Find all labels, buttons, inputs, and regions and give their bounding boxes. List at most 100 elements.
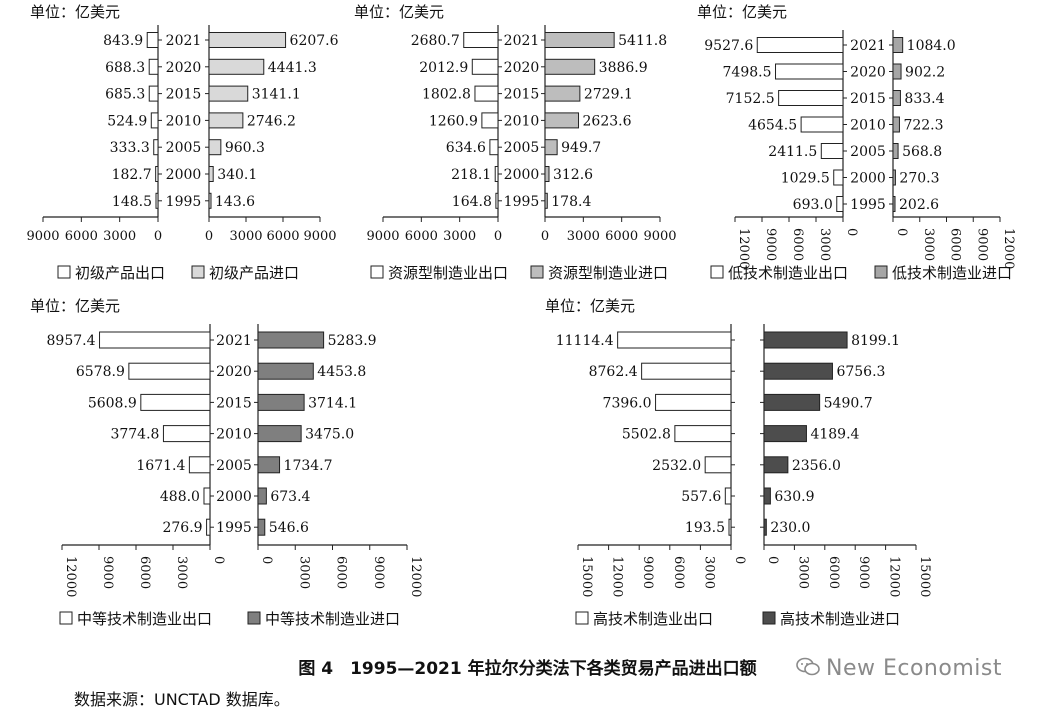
export-value-label: 5502.8 (622, 427, 671, 443)
export-value-label: 2532.0 (652, 458, 701, 474)
import-bar (544, 166, 550, 182)
export-value-label: 1802.8 (422, 87, 471, 103)
legend-label-import: 低技术制造业进口 (892, 264, 1012, 282)
legend-swatch-export (59, 611, 73, 625)
import-value-label: 673.4 (270, 489, 310, 505)
x-tick-label: 9000 (26, 229, 59, 244)
import-value-label: 4441.3 (268, 60, 317, 76)
category-label: 2015 (166, 87, 202, 103)
x-tick-label: 3000 (229, 229, 262, 244)
import-value-label: 6756.3 (836, 364, 885, 380)
legend-swatch-import (762, 611, 776, 625)
category-label: 2000 (850, 171, 886, 187)
export-bar (155, 192, 159, 209)
import-value-label: 3141.1 (252, 87, 301, 103)
export-bar (188, 456, 211, 474)
import-value-label: 2356.0 (792, 458, 841, 474)
category-label: 2005 (850, 144, 886, 160)
x-tick-label: 0 (732, 556, 747, 564)
export-value-label: 634.6 (446, 140, 486, 156)
import-value-label: 3714.1 (308, 395, 357, 411)
import-value-label: 1084.0 (907, 38, 956, 54)
export-value-label: 4654.5 (748, 118, 797, 134)
category-label: 2021 (166, 33, 202, 49)
figure-caption: 图 4 1995—2021 年拉尔分类法下各类贸易产品进出口额 (298, 659, 757, 679)
export-bar (463, 32, 499, 48)
x-tick-label: 6000 (405, 229, 438, 244)
import-bar (544, 139, 558, 156)
import-bar (208, 58, 265, 75)
x-tick-label: 6000 (790, 228, 805, 261)
x-tick-label: 9000 (640, 556, 655, 589)
export-value-label: 7498.5 (723, 65, 772, 81)
category-label: 2005 (504, 140, 540, 156)
x-tick-label: 6000 (65, 229, 98, 244)
legend-label-export: 初级产品出口 (75, 264, 165, 282)
export-bar (489, 139, 499, 156)
x-tick-label: 0 (894, 228, 909, 236)
import-bar (257, 518, 266, 536)
import-value-label: 2729.1 (584, 87, 633, 103)
legend-swatch-import (874, 265, 888, 279)
import-value-label: 5490.7 (824, 395, 873, 411)
category-label: 1995 (166, 194, 202, 210)
x-tick-label: 9000 (856, 556, 871, 589)
export-value-label: 2012.9 (419, 60, 468, 76)
unit-label: 单位：亿美元 (697, 3, 787, 21)
category-label: 2020 (504, 60, 540, 76)
unit-label: 单位：亿美元 (30, 297, 120, 315)
import-value-label: 312.6 (553, 167, 593, 183)
export-value-label: 276.9 (162, 520, 202, 536)
category-label: 2005 (166, 140, 202, 156)
import-value-label: 833.4 (904, 91, 944, 107)
legend-swatch-import (247, 611, 261, 625)
import-bar (208, 166, 214, 182)
import-bar (763, 331, 848, 349)
export-value-label: 218.1 (451, 167, 491, 183)
export-bar (494, 166, 499, 182)
import-value-label: 4189.4 (810, 427, 859, 443)
import-bar (257, 487, 267, 505)
x-tick-label: 3000 (174, 556, 189, 589)
export-bar (150, 112, 159, 129)
legend-label-import: 高技术制造业进口 (780, 610, 900, 628)
import-bar (544, 192, 548, 209)
legend-label-import: 初级产品进口 (209, 264, 299, 282)
export-bar (617, 331, 732, 349)
import-bar (208, 139, 222, 156)
import-bar (257, 362, 314, 380)
export-value-label: 688.3 (105, 60, 145, 76)
x-tick-label: 3000 (567, 229, 600, 244)
import-bar (763, 425, 807, 443)
import-bar (257, 425, 302, 443)
import-value-label: 8199.1 (851, 333, 900, 349)
import-value-label: 5411.8 (618, 33, 667, 49)
x-tick-label: 9000 (643, 229, 676, 244)
import-bar (208, 85, 249, 102)
import-bar (892, 90, 901, 106)
export-bar (146, 32, 159, 48)
export-bar (704, 456, 732, 474)
import-bar (257, 331, 325, 349)
export-value-label: 7396.0 (603, 395, 652, 411)
export-bar (474, 85, 499, 102)
export-value-label: 1260.9 (429, 113, 478, 129)
x-tick-label: 6000 (826, 556, 841, 589)
export-value-label: 148.5 (112, 194, 152, 210)
export-bar (481, 112, 499, 129)
x-tick-label: 12000 (736, 228, 751, 269)
category-label: 2000 (216, 489, 252, 505)
x-tick-label: 3000 (443, 229, 476, 244)
category-label: 2020 (216, 364, 252, 380)
import-bar (544, 112, 580, 129)
x-tick-label: 9000 (974, 228, 989, 261)
category-label: 2020 (850, 65, 886, 81)
category-label: 2000 (504, 167, 540, 183)
import-value-label: 2746.2 (247, 113, 296, 129)
chart-primary: 单位：亿美元 2021 843.9 6207.6 2020 688.3 4441.3 2015… (26, 3, 338, 282)
export-bar (155, 166, 159, 182)
category-label: 2021 (216, 333, 252, 349)
x-tick-label: 6000 (266, 229, 299, 244)
export-value-label: 3774.8 (110, 427, 159, 443)
